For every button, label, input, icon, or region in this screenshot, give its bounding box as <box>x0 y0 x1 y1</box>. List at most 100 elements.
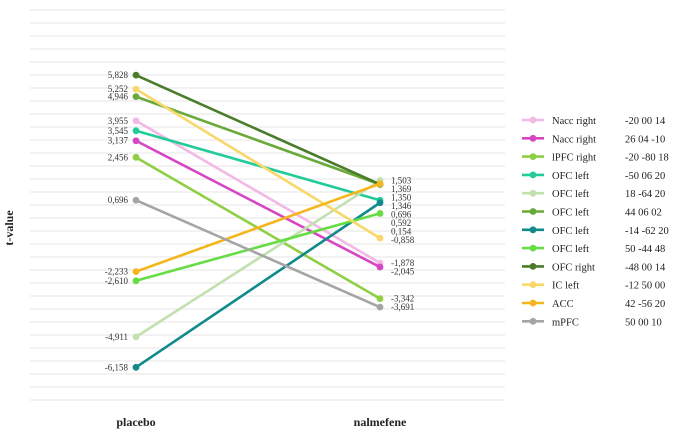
legend-label: OFC left <box>552 208 589 219</box>
legend-label: OFC left <box>552 226 589 237</box>
legend-item: OFC right -48 00 14 <box>522 262 666 273</box>
data-label: 2,456 <box>108 152 129 162</box>
legend-label: IC left <box>552 281 579 292</box>
data-label: -3,342 <box>391 294 414 304</box>
data-point <box>376 303 384 311</box>
legend-label: ACC <box>552 299 574 310</box>
legend-item: mPFC 50 00 10 <box>522 317 662 328</box>
series-line <box>135 88 381 240</box>
legend-coordinates: 50 00 10 <box>625 317 662 328</box>
legend-swatch-marker <box>529 116 537 124</box>
data-label: 1,503 <box>391 176 412 186</box>
legend-coordinates: -20 -80 18 <box>625 153 669 164</box>
legend-swatch-marker <box>529 244 537 252</box>
legend-swatch-marker <box>529 208 537 215</box>
data-label: -4,911 <box>105 332 128 342</box>
data-label: -0,858 <box>391 235 415 245</box>
data-point <box>132 196 140 204</box>
legend-swatch-marker <box>529 171 537 179</box>
series-line <box>135 73 381 186</box>
legend-label: OFC left <box>552 244 589 255</box>
data-label: 0,592 <box>391 218 411 228</box>
legend-coordinates: -20 00 14 <box>625 116 666 127</box>
data-label: 3,545 <box>108 126 129 136</box>
data-point <box>132 277 140 285</box>
data-point <box>132 71 140 79</box>
legend-swatch-marker <box>529 263 537 270</box>
data-point <box>376 234 384 242</box>
legend-label: OFC left <box>552 189 589 200</box>
data-label: 5,252 <box>108 84 128 94</box>
data-point <box>132 137 140 145</box>
legend-swatch-marker <box>529 299 537 307</box>
legend-label: OFC left <box>552 171 589 182</box>
data-label: -1,878 <box>391 258 415 268</box>
legend-label: mPFC <box>552 317 579 328</box>
legend-label: Nacc right <box>552 134 596 145</box>
data-point <box>132 268 140 276</box>
gridlines <box>30 9 505 401</box>
x-category-label-placebo: placebo <box>116 415 155 429</box>
series-lines <box>132 71 384 371</box>
legend-item: OFC left -50 06 20 <box>522 171 665 182</box>
series-line <box>135 182 381 273</box>
series-line <box>135 199 381 309</box>
data-point <box>132 117 140 125</box>
data-point <box>376 295 384 303</box>
data-point <box>132 93 140 101</box>
data-label: -6,158 <box>105 362 129 372</box>
data-label: 1,369 <box>391 184 412 194</box>
legend-coordinates: 26 04 -10 <box>625 134 665 145</box>
series-line <box>135 95 381 186</box>
legend-swatch-marker <box>529 281 537 289</box>
legend-coordinates: 44 06 02 <box>625 208 662 219</box>
data-label: -3,691 <box>391 302 414 312</box>
data-label: 3,137 <box>108 136 129 146</box>
legend: Nacc right -20 00 14 Nacc right 26 04 -10 lP… <box>522 116 669 328</box>
data-label: 3,955 <box>108 116 129 126</box>
data-label: -2,610 <box>105 276 129 286</box>
legend-item: Nacc right 26 04 -10 <box>522 134 665 145</box>
data-point <box>376 210 384 217</box>
data-labels: 3,955 3,137 2,456 3,545 -4,911 4,946 -6,158 -2,… <box>105 70 415 372</box>
legend-item: OFC left 50 -44 48 <box>522 244 665 255</box>
legend-item: OFC left 44 06 02 <box>522 208 662 219</box>
data-label: -2,233 <box>105 267 129 277</box>
data-label: 0,154 <box>391 227 412 237</box>
legend-coordinates: 42 -56 20 <box>625 299 665 310</box>
data-label: 1,350 <box>391 193 412 203</box>
legend-coordinates: -50 06 20 <box>625 171 665 182</box>
legend-coordinates: -12 50 00 <box>625 281 665 292</box>
data-point <box>132 85 140 93</box>
legend-item: OFC left 18 -64 20 <box>522 189 665 200</box>
series-line <box>135 179 381 338</box>
data-point <box>132 127 140 135</box>
series-line <box>135 139 381 269</box>
y-axis-title: t-value <box>2 210 16 246</box>
legend-coordinates: 18 -64 20 <box>625 189 665 200</box>
legend-item: Nacc right -20 00 14 <box>522 116 666 127</box>
series-line <box>135 212 381 283</box>
legend-coordinates: 50 -44 48 <box>625 244 665 255</box>
series-line <box>135 129 381 202</box>
series-line <box>135 119 381 265</box>
data-label: 4,946 <box>108 92 129 102</box>
data-label: 0,696 <box>108 195 129 205</box>
legend-label: lPFC right <box>552 153 596 164</box>
legend-label: Nacc right <box>552 116 596 127</box>
legend-label: OFC right <box>552 262 595 273</box>
legend-swatch-marker <box>529 134 537 142</box>
series-line <box>135 201 381 369</box>
data-point <box>376 199 384 207</box>
data-point <box>132 333 140 341</box>
data-label: -2,045 <box>391 266 415 276</box>
data-point <box>132 153 140 161</box>
legend-item: ACC 42 -56 20 <box>522 299 665 310</box>
data-label: 1,346 <box>391 201 412 211</box>
legend-swatch-marker <box>529 189 537 197</box>
data-label: 0,696 <box>391 210 412 220</box>
data-point <box>132 363 140 371</box>
legend-item: OFC left -14 -62 20 <box>522 226 669 237</box>
legend-swatch-marker <box>529 226 537 234</box>
